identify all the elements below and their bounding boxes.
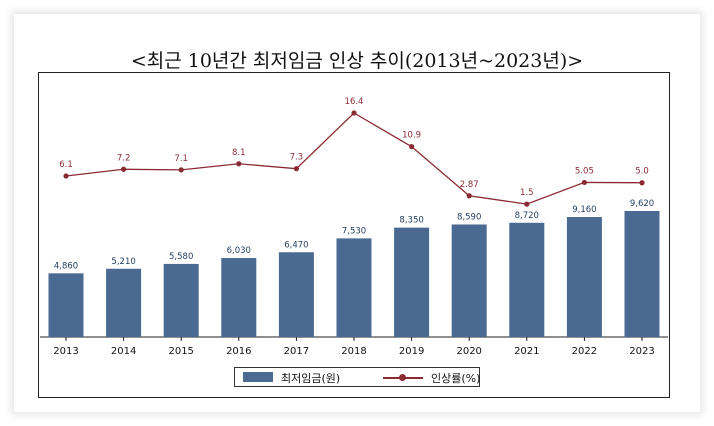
- rate-point: [121, 166, 127, 172]
- x-tick-label: 2013: [53, 346, 78, 357]
- rate-value-label: 8.1: [232, 148, 246, 158]
- rate-value-label: 1.5: [520, 188, 534, 198]
- rate-point: [581, 179, 588, 186]
- rate-value-label: 10.9: [402, 131, 421, 141]
- bar: [394, 227, 430, 337]
- rate-line: [65, 112, 643, 205]
- x-tick-label: 2022: [572, 346, 597, 357]
- bar-value-label: 7,530: [342, 226, 366, 236]
- x-tick-label: 2016: [226, 346, 251, 357]
- bar-value-label: 4,860: [54, 261, 78, 271]
- rate-point: [178, 167, 184, 173]
- rate-value-label: 5.05: [575, 166, 594, 176]
- legend-bar-swatch: [243, 372, 273, 382]
- rate-value-label: 6.1: [59, 160, 73, 170]
- x-tick-label: 2014: [111, 346, 136, 357]
- x-tick-label: 2017: [284, 346, 309, 357]
- rate-point: [524, 201, 530, 207]
- bar: [163, 263, 199, 337]
- legend-line-label: 인상률(%): [431, 372, 481, 385]
- rate-value-label: 7.3: [290, 153, 304, 163]
- x-tick-label: 2021: [514, 346, 539, 357]
- chart-title: <최근 10년간 최저임금 인상 추이(2013년~2023년)>: [130, 50, 584, 72]
- bar: [566, 217, 602, 337]
- x-tick-label: 2018: [341, 346, 366, 357]
- x-tick-label: 2023: [629, 346, 654, 357]
- rate-value-label: 5.0: [635, 167, 649, 177]
- bar-value-label: 5,580: [169, 252, 193, 262]
- rate-point: [409, 144, 415, 150]
- legend-line-marker: [399, 374, 406, 381]
- bar-value-label: 8,590: [457, 212, 481, 222]
- legend: 최저임금(원) 인상률(%): [234, 367, 480, 387]
- rate-value-label: 7.2: [117, 153, 131, 163]
- bar: [221, 258, 257, 337]
- bar: [451, 224, 487, 337]
- rate-value-label: 16.4: [345, 97, 364, 107]
- rate-point: [639, 180, 645, 186]
- bar: [48, 273, 84, 337]
- bar: [624, 211, 660, 337]
- chart-panel: [38, 72, 670, 398]
- legend-bar-label: 최저임금(원): [281, 372, 341, 385]
- rate-value-label: 2.87: [460, 180, 479, 190]
- x-tick-label: 2020: [456, 346, 481, 357]
- bar: [336, 238, 372, 337]
- x-tick-label: 2019: [399, 346, 424, 357]
- rate-point: [63, 173, 69, 179]
- bar-value-label: 9,160: [572, 205, 596, 215]
- rate-point: [466, 193, 472, 199]
- bar-value-label: 9,620: [630, 199, 654, 209]
- bar-value-label: 8,350: [399, 216, 423, 226]
- bar-value-label: 8,720: [515, 211, 539, 221]
- bar: [509, 222, 545, 337]
- x-tick-label: 2015: [168, 346, 193, 357]
- rate-value-label: 7.1: [174, 154, 188, 164]
- bar: [106, 268, 142, 337]
- bar-value-label: 6,470: [284, 240, 308, 250]
- bar: [278, 252, 314, 337]
- bar-value-label: 6,030: [227, 246, 251, 256]
- rate-point: [236, 161, 242, 167]
- bar-value-label: 5,210: [111, 257, 135, 267]
- rate-point: [351, 110, 357, 116]
- rate-point: [293, 166, 299, 172]
